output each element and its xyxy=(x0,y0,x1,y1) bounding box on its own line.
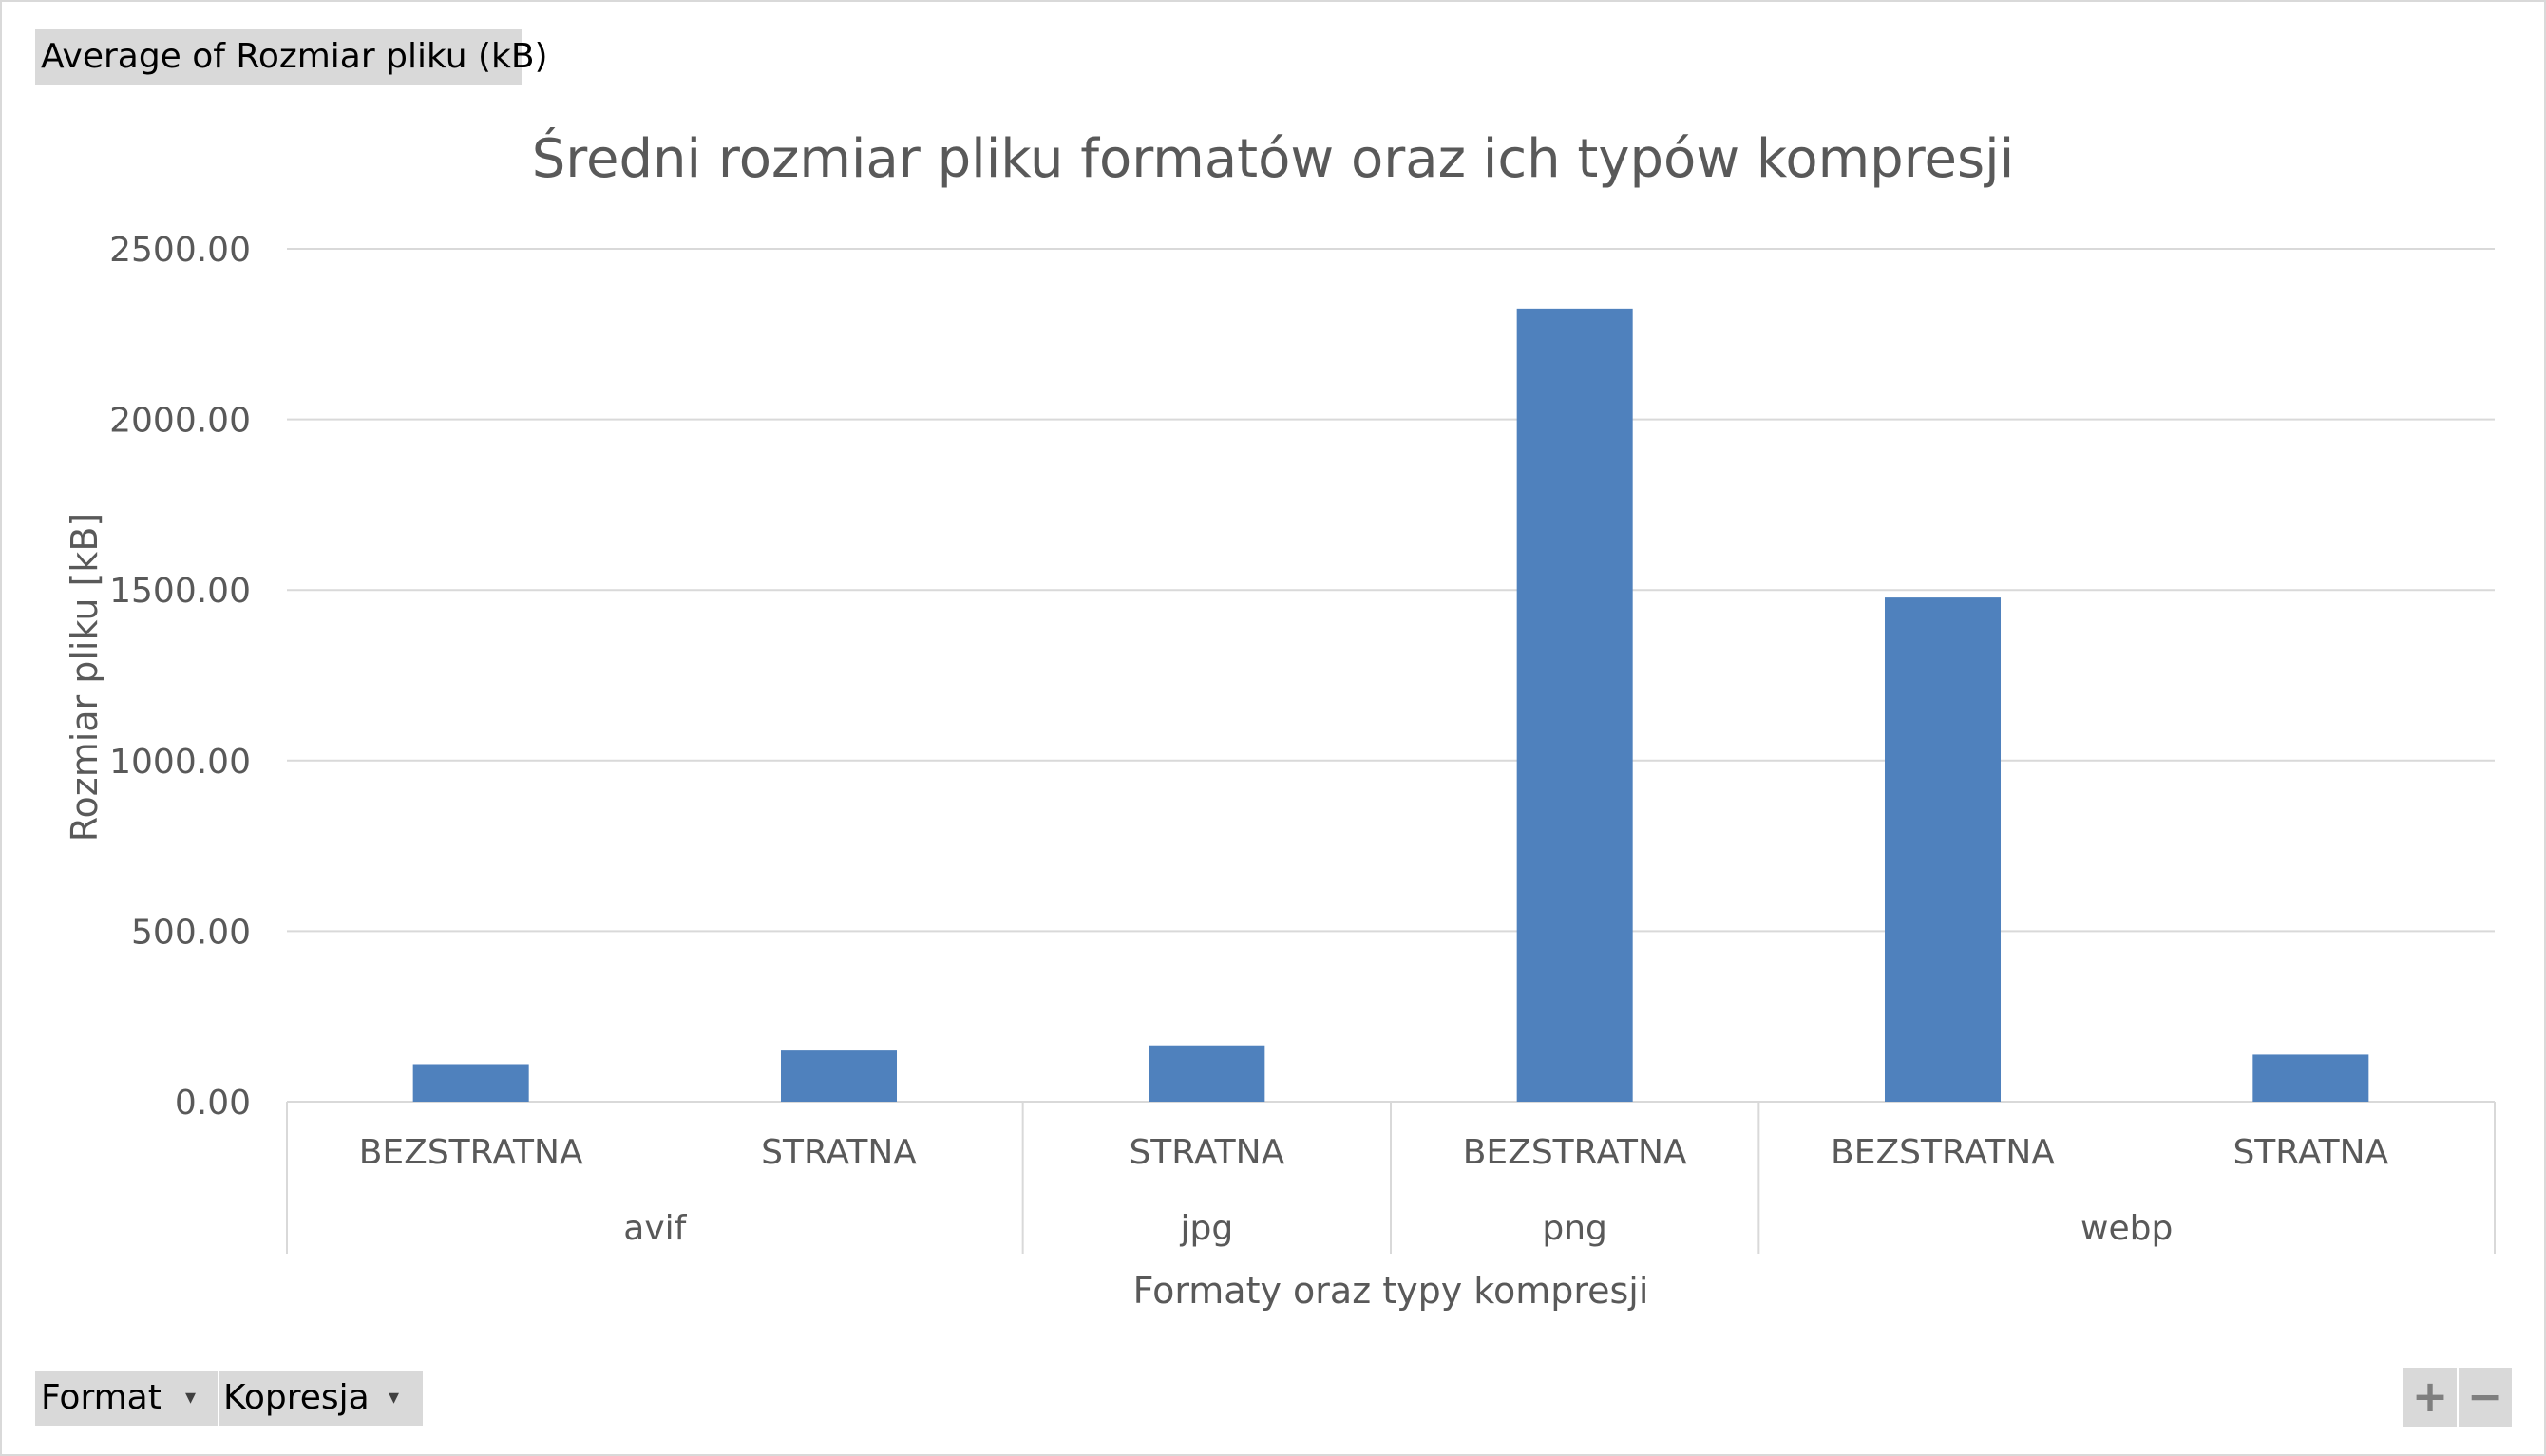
group-label: jpg xyxy=(1179,1209,1233,1248)
format-field-button[interactable]: Format ▾ xyxy=(35,1371,218,1426)
group-label: avif xyxy=(623,1209,687,1248)
group-label: webp xyxy=(2080,1209,2173,1248)
category-label: STRATNA xyxy=(2232,1133,2388,1172)
y-tick-label: 0.00 xyxy=(175,1084,251,1123)
bar xyxy=(780,1050,898,1102)
bar xyxy=(412,1064,529,1102)
category-label: STRATNA xyxy=(1129,1133,1284,1172)
kompresja-field-label: Kopresja xyxy=(223,1378,370,1417)
expand-field-button[interactable]: + xyxy=(2404,1368,2457,1427)
y-tick-label: 1500.00 xyxy=(109,572,251,611)
x-axis-label: Formaty oraz typy kompresji xyxy=(1133,1270,1649,1312)
category-label: BEZSTRATNA xyxy=(359,1133,583,1172)
collapse-field-button[interactable]: − xyxy=(2459,1368,2512,1427)
bar xyxy=(1884,597,2002,1102)
y-tick-label: 2000.00 xyxy=(109,402,251,441)
y-tick-label: 1000.00 xyxy=(109,743,251,782)
category-label: BEZSTRATNA xyxy=(1463,1133,1687,1172)
dropdown-arrow-icon[interactable]: ▾ xyxy=(389,1386,400,1409)
kompresja-field-button[interactable]: Kopresja ▾ xyxy=(219,1371,423,1426)
y-tick-label: 2500.00 xyxy=(109,231,251,270)
y-axis-label: Rozmiar pliku [kB] xyxy=(64,513,105,841)
format-field-label: Format xyxy=(41,1378,162,1417)
bar xyxy=(1516,308,1633,1102)
value-field-label: Average of Rozmiar pliku (kB) xyxy=(41,37,548,76)
dropdown-arrow-icon[interactable]: ▾ xyxy=(185,1386,197,1409)
category-label: STRATNA xyxy=(761,1133,917,1172)
bar xyxy=(1149,1045,1265,1102)
category-label: BEZSTRATNA xyxy=(1831,1133,2055,1172)
chart-title: Średni rozmiar pliku formatów oraz ich t… xyxy=(532,128,2015,190)
y-tick-label: 500.00 xyxy=(131,913,251,952)
group-label: png xyxy=(1542,1209,1607,1248)
value-field-button[interactable]: Average of Rozmiar pliku (kB) xyxy=(35,29,548,85)
bar xyxy=(2252,1054,2369,1102)
